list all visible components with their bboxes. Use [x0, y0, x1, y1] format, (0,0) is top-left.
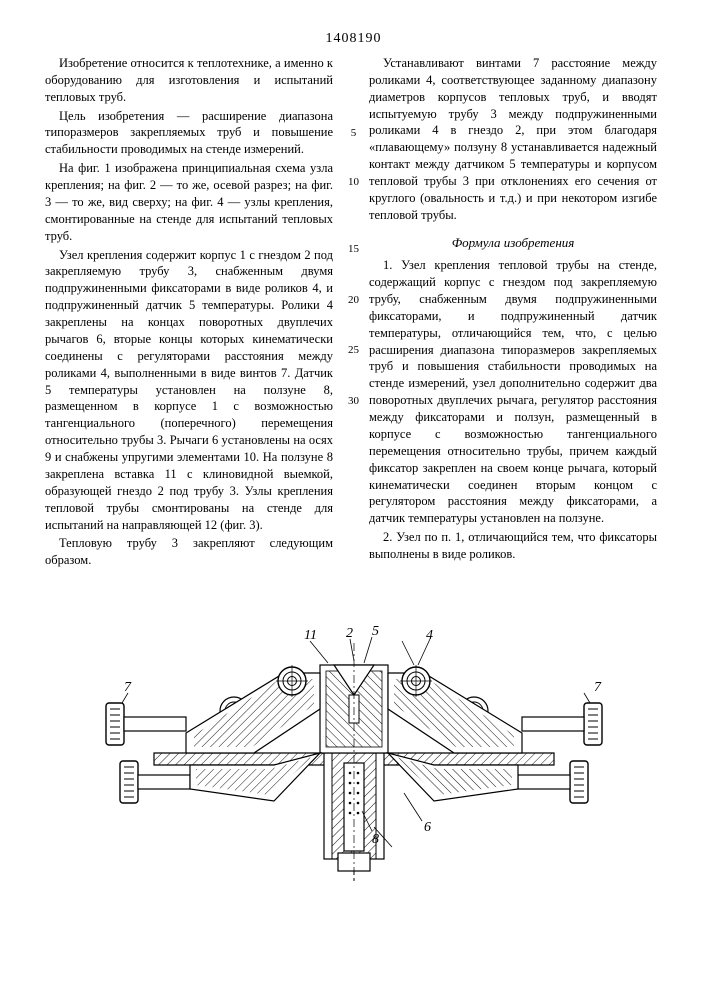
- left-arm: [106, 665, 320, 803]
- right-arm: [388, 665, 602, 803]
- claim-2: 2. Узел по п. 1, отличающийся тем, что ф…: [369, 529, 657, 563]
- line-marker-20: 20: [348, 293, 359, 308]
- right-column: Устанавливают винтами 7 расстояние между…: [369, 55, 657, 571]
- callout-8: 8: [372, 832, 379, 847]
- page: 1408190 5 10 15 20 25 30 Изобретение отн…: [0, 0, 707, 1000]
- left-p4: Узел крепления содержит корпус 1 с гнезд…: [45, 247, 333, 534]
- callout-7-right: 7: [594, 680, 602, 695]
- callout-6: 6: [424, 820, 431, 835]
- line-marker-10: 10: [348, 175, 359, 190]
- left-p5: Тепловую трубу 3 закрепляют следующим об…: [45, 535, 333, 569]
- callout-4: 4: [426, 628, 433, 643]
- callout-2: 2: [346, 626, 353, 641]
- claim-1: 1. Узел крепления тепловой трубы на стен…: [369, 257, 657, 527]
- left-p1: Изобретение относится к теплотехнике, а …: [45, 55, 333, 106]
- patent-number: 1408190: [45, 30, 662, 49]
- line-marker-5: 5: [348, 126, 359, 141]
- line-marker-30: 30: [348, 394, 359, 409]
- line-marker-15: 15: [348, 242, 359, 257]
- callout-7-left: 7: [124, 680, 132, 695]
- line-number-gutter: 5 10 15 20 25 30: [348, 70, 359, 409]
- callout-5: 5: [372, 624, 379, 639]
- left-column: Изобретение относится к теплотехнике, а …: [45, 55, 333, 571]
- callout-11: 11: [304, 628, 317, 643]
- figure-1: 11 2 5 4 7 7 8 6: [74, 603, 634, 883]
- right-p1: Устанавливают винтами 7 расстояние между…: [369, 55, 657, 224]
- left-p3: На фиг. 1 изображена принципиальная схем…: [45, 160, 333, 244]
- left-p2: Цель изобретения — расширение диапазона …: [45, 108, 333, 159]
- line-marker-25: 25: [348, 343, 359, 358]
- claims-heading: Формула изобретения: [369, 234, 657, 252]
